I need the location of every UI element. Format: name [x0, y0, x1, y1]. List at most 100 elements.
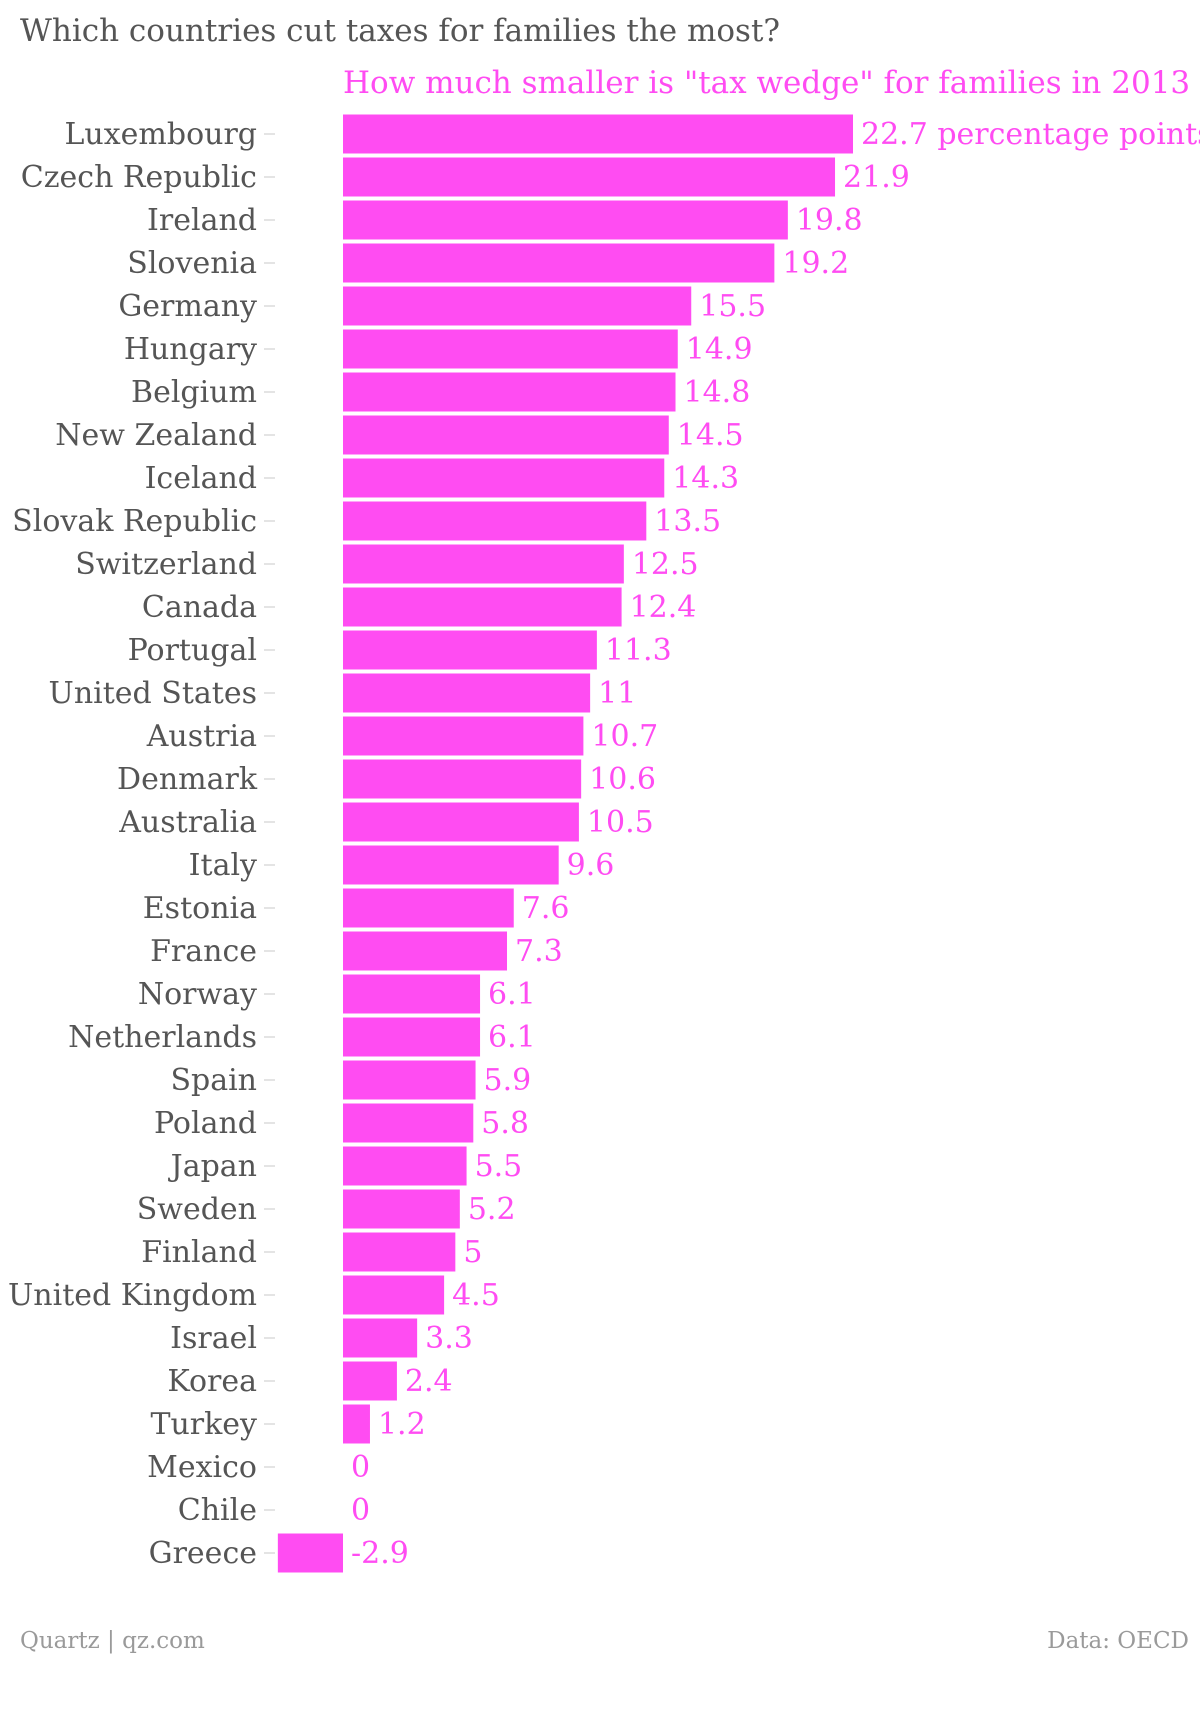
bar	[343, 372, 676, 412]
data-label: 6.1	[488, 977, 536, 1012]
category-label: Ireland	[147, 203, 257, 238]
data-label: 19.8	[796, 203, 863, 238]
bars-layer: Luxembourg 22.7 percentage points Czech Re…	[8, 114, 1200, 1573]
category-label: Austria	[146, 719, 257, 754]
bar	[343, 157, 836, 197]
bar	[343, 415, 669, 455]
category-label: Israel	[170, 1321, 257, 1356]
category-label: Netherlands	[68, 1020, 257, 1055]
bar	[343, 845, 559, 885]
bar	[343, 673, 591, 713]
bar	[343, 802, 579, 842]
bar	[343, 1232, 456, 1272]
category-label: Italy	[189, 848, 257, 883]
category-label: Luxembourg	[65, 117, 258, 152]
bar	[343, 200, 788, 240]
category-label: United Kingdom	[8, 1278, 257, 1313]
bar	[343, 501, 647, 541]
category-label: Greece	[149, 1536, 257, 1571]
category-label: Denmark	[117, 762, 258, 797]
data-label: 4.5	[452, 1278, 500, 1313]
data-label: 22.7 percentage points	[861, 117, 1200, 152]
data-label: 11.3	[605, 633, 672, 668]
bar	[343, 458, 665, 498]
data-label: 10.6	[589, 762, 656, 797]
bar	[343, 286, 692, 326]
bar	[343, 1146, 467, 1186]
category-label: Spain	[170, 1063, 257, 1098]
data-label: 0	[351, 1493, 370, 1528]
bar	[343, 544, 624, 584]
category-label: Poland	[154, 1106, 257, 1141]
data-label: 10.7	[591, 719, 658, 754]
data-label: 5.2	[468, 1192, 516, 1227]
data-label: 5	[463, 1235, 482, 1270]
chart-title: Which countries cut taxes for families t…	[20, 13, 780, 49]
category-label: Australia	[118, 805, 257, 840]
category-label: United States	[49, 676, 257, 711]
data-label: 3.3	[425, 1321, 473, 1356]
data-label: 7.6	[522, 891, 570, 926]
footer-source-right: Data: OECD	[1047, 1628, 1189, 1654]
bar	[343, 1275, 445, 1315]
bar	[343, 329, 678, 369]
data-label: 6.1	[488, 1020, 536, 1055]
footer-source-left: Quartz | qz.com	[20, 1628, 205, 1654]
category-label: Germany	[118, 289, 257, 324]
data-label: 19.2	[782, 246, 849, 281]
bar	[343, 759, 582, 799]
category-label: Slovenia	[127, 246, 257, 281]
category-label: Canada	[142, 590, 257, 625]
category-label: Belgium	[131, 375, 257, 410]
category-label: Korea	[167, 1364, 257, 1399]
category-label: Hungary	[124, 332, 257, 367]
category-label: Finland	[141, 1235, 257, 1270]
category-label: Turkey	[150, 1407, 257, 1442]
category-label: Iceland	[145, 461, 257, 496]
data-label: 5.5	[475, 1149, 523, 1184]
bar	[343, 1189, 460, 1229]
category-label: New Zealand	[55, 418, 257, 453]
category-label: Portugal	[128, 633, 257, 668]
series-title: How much smaller is "tax wedge" for fami…	[343, 65, 1190, 101]
category-label: Norway	[138, 977, 257, 1012]
bar	[343, 1017, 481, 1057]
category-label: Japan	[168, 1149, 257, 1184]
data-label: 9.6	[567, 848, 615, 883]
bar	[343, 1404, 370, 1444]
data-label: 0	[351, 1450, 370, 1485]
data-label: -2.9	[351, 1536, 409, 1571]
data-label: 1.2	[378, 1407, 426, 1442]
data-label: 14.8	[684, 375, 751, 410]
category-label: Estonia	[143, 891, 257, 926]
bar	[343, 114, 853, 154]
data-label: 12.5	[632, 547, 699, 582]
data-label: 14.9	[686, 332, 753, 367]
data-label: 21.9	[843, 160, 910, 195]
bar	[343, 630, 597, 670]
category-label: Mexico	[147, 1450, 257, 1485]
data-label: 12.4	[630, 590, 697, 625]
category-label: Czech Republic	[21, 160, 257, 195]
data-label: 10.5	[587, 805, 654, 840]
data-label: 14.3	[672, 461, 739, 496]
data-label: 14.5	[677, 418, 744, 453]
bar	[343, 1103, 474, 1143]
bar	[343, 243, 775, 283]
bar	[343, 931, 508, 971]
data-label: 7.3	[515, 934, 563, 969]
category-label: France	[150, 934, 257, 969]
data-label: 13.5	[654, 504, 721, 539]
data-label: 11	[598, 676, 636, 711]
category-label: Chile	[178, 1493, 257, 1528]
category-label: Slovak Republic	[12, 504, 257, 539]
bar	[343, 716, 584, 756]
data-label: 5.9	[484, 1063, 532, 1098]
data-label: 5.8	[481, 1106, 529, 1141]
bar	[343, 888, 514, 928]
category-label: Sweden	[137, 1192, 257, 1227]
bar	[343, 1361, 397, 1401]
data-label: 2.4	[405, 1364, 453, 1399]
bar	[343, 974, 481, 1014]
